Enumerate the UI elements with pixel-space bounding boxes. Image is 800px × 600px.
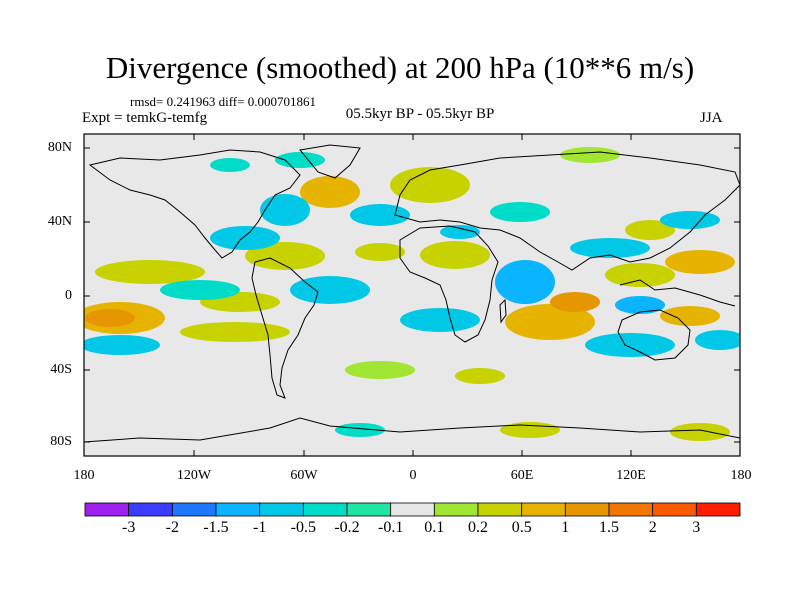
divergence-patch	[665, 250, 735, 274]
colorbar-label: -1.5	[203, 519, 229, 536]
divergence-field	[84, 147, 740, 441]
colorbar-swatch	[302, 502, 348, 517]
lon-label-120w: 120W	[176, 468, 212, 483]
colorbar-swatch	[652, 502, 697, 517]
divergence-patch	[490, 202, 550, 222]
season-label: JJA	[700, 110, 723, 126]
lat-label-80s: 80S	[50, 434, 72, 449]
divergence-patch	[335, 423, 385, 437]
colorbar-label: -3	[122, 519, 136, 536]
colorbar-swatch	[390, 502, 435, 517]
colorbar-swatch	[259, 502, 304, 517]
divergence-patch	[390, 167, 470, 203]
divergence-patch	[605, 263, 675, 287]
colorbar-label: 3	[692, 519, 701, 536]
divergence-patch	[260, 194, 310, 226]
divergence-patch	[560, 147, 620, 163]
colorbar-swatch	[84, 502, 130, 517]
antarctica-outline	[84, 417, 740, 443]
divergence-patch	[180, 322, 290, 342]
madagascar-outline	[499, 298, 507, 324]
colorbar-swatch	[215, 502, 261, 517]
coastlines	[84, 144, 740, 443]
colorbar-swatch	[171, 502, 217, 517]
colorbar	[84, 502, 741, 517]
divergence-patch	[95, 260, 205, 284]
divergence-patch	[420, 241, 490, 269]
lon-label-120e: 120E	[616, 468, 646, 483]
lat-label-40n: 40N	[47, 214, 72, 229]
lat-label-40s: 40S	[50, 362, 72, 377]
divergence-patch	[660, 211, 720, 229]
divergence-patch	[660, 306, 720, 326]
divergence-patch	[505, 304, 595, 340]
divergence-patch	[695, 330, 740, 350]
eurasia-outline	[394, 151, 740, 271]
divergence-patch	[615, 296, 665, 314]
north-america-outline	[88, 149, 301, 259]
colorbar-label: 1.5	[599, 519, 619, 536]
divergence-patch	[84, 335, 160, 355]
colorbar-label: 0.2	[468, 519, 488, 536]
colorbar-swatch	[521, 502, 566, 517]
colorbar-label: 0.5	[511, 519, 532, 536]
lon-label-180w: 180	[73, 468, 95, 483]
colorbar-swatch	[433, 502, 479, 517]
divergence-patch	[300, 176, 360, 208]
colorbar-label: -0.2	[334, 519, 360, 536]
greenland-outline	[299, 144, 361, 179]
divergence-patch	[345, 361, 415, 379]
divergence-patch	[400, 308, 480, 332]
divergence-patch	[355, 243, 405, 261]
lon-label-180e: 180	[730, 468, 752, 483]
stats-text: rmsd= 0.241963 diff= 0.000701861	[130, 94, 316, 109]
colorbar-label: -0.5	[290, 519, 316, 536]
colorbar-label: -0.1	[378, 519, 404, 536]
lat-label-80n: 80N	[47, 140, 72, 155]
divergence-patch	[500, 422, 560, 438]
divergence-patch	[160, 280, 240, 300]
divergence-patch	[275, 152, 325, 168]
divergence-patch	[350, 204, 410, 226]
africa-outline	[399, 225, 499, 343]
colorbar-label: 1	[561, 519, 570, 536]
divergence-patch	[670, 423, 730, 441]
colorbar-swatch	[128, 502, 173, 517]
chart-title: Divergence (smoothed) at 200 hPa (10**6 …	[105, 50, 695, 85]
divergence-patch	[210, 226, 280, 250]
divergence-patch	[570, 238, 650, 258]
divergence-patch	[440, 225, 480, 239]
lon-label-0: 0	[409, 468, 417, 483]
colorbar-label: -2	[165, 519, 179, 536]
colorbar-swatch	[346, 502, 392, 517]
colorbar-swatch	[608, 502, 654, 517]
colorbar-label: 2	[648, 519, 657, 536]
south-america-outline	[251, 257, 319, 399]
divergence-patch	[585, 333, 675, 357]
divergence-patch	[85, 309, 135, 327]
colorbar-swatch	[564, 502, 610, 517]
lat-label-0: 0	[65, 288, 72, 303]
divergence-patch	[455, 368, 505, 384]
colorbar-swatch	[695, 502, 741, 517]
divergence-patch	[290, 276, 370, 304]
period-label: 05.5kyr BP - 05.5kyr BP	[345, 106, 495, 122]
australia-outline	[617, 309, 691, 361]
divergence-patch	[495, 260, 555, 304]
map-frame	[83, 133, 741, 457]
divergence-patch	[245, 242, 325, 270]
lon-label-60w: 60W	[290, 468, 318, 483]
divergence-patch	[210, 158, 250, 172]
colorbar-label: -1	[253, 519, 267, 536]
lon-label-60e: 60E	[510, 468, 534, 483]
divergence-patch	[625, 220, 675, 240]
colorbar-swatch	[477, 502, 523, 517]
experiment-label: Expt = temkG-temfg	[82, 110, 208, 126]
divergence-patch	[550, 292, 600, 312]
axis-ticks	[84, 134, 740, 456]
maritime-continent-outline	[619, 279, 736, 307]
colorbar-label: 0.1	[424, 519, 445, 536]
